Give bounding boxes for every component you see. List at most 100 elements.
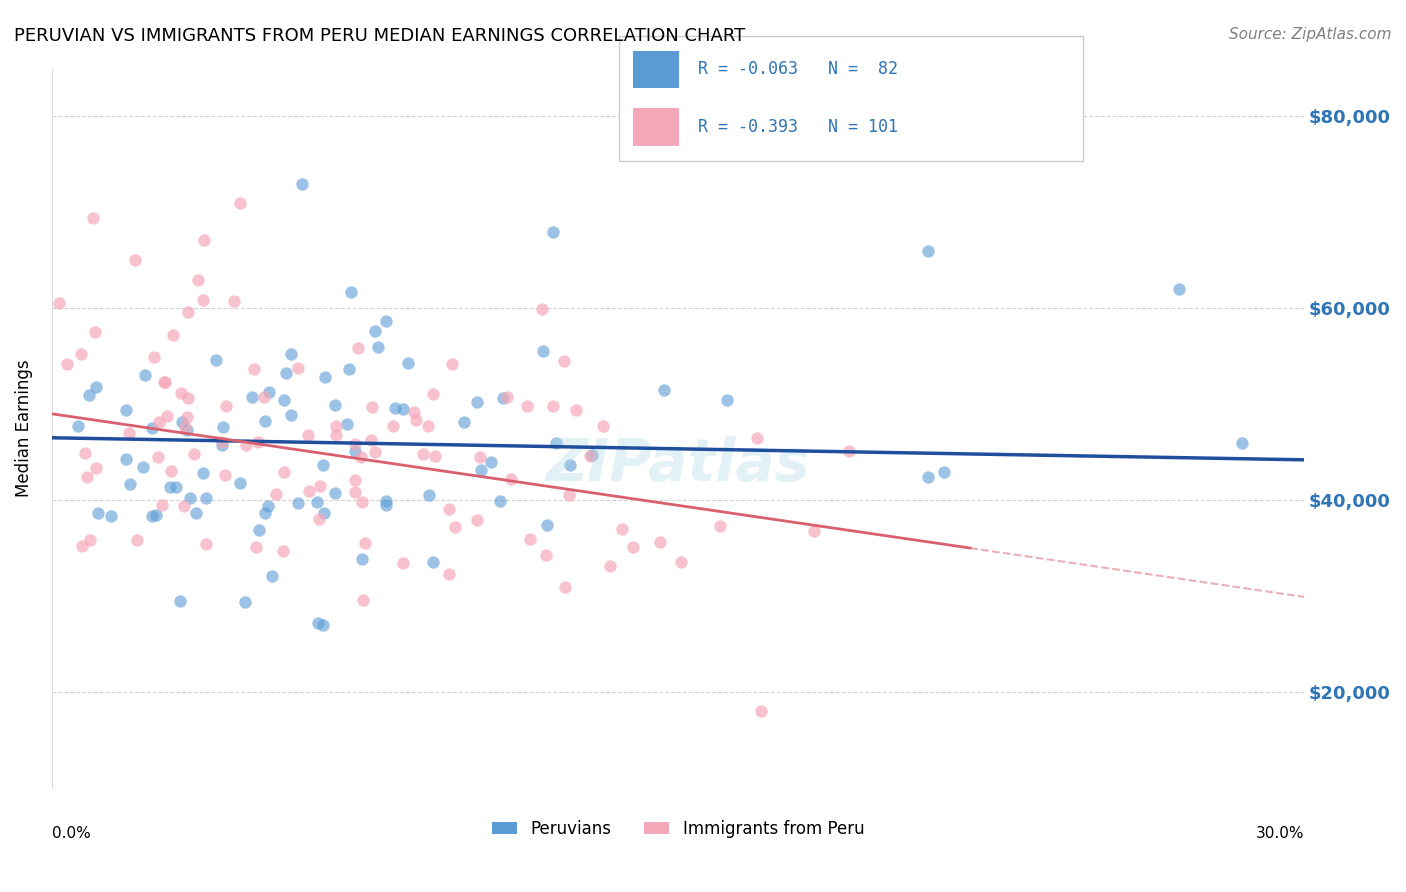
Point bbox=[917, 244, 939, 258]
Point bbox=[747, 431, 769, 445]
Point bbox=[150, 498, 173, 512]
Point bbox=[648, 535, 671, 549]
Point bbox=[148, 415, 170, 429]
Point bbox=[592, 419, 614, 434]
Point bbox=[364, 325, 387, 339]
Point bbox=[516, 399, 538, 413]
Point bbox=[307, 615, 329, 630]
Point bbox=[412, 447, 434, 461]
Point bbox=[131, 460, 153, 475]
Point bbox=[325, 427, 347, 442]
Point bbox=[173, 499, 195, 513]
Point bbox=[233, 595, 256, 609]
Point bbox=[142, 350, 165, 364]
Point bbox=[120, 476, 142, 491]
FancyBboxPatch shape bbox=[619, 36, 1083, 161]
Point bbox=[381, 418, 404, 433]
Point bbox=[191, 293, 214, 307]
Point bbox=[115, 403, 138, 417]
Point bbox=[652, 384, 675, 398]
Point bbox=[418, 418, 440, 433]
Point bbox=[1230, 435, 1253, 450]
Point bbox=[249, 523, 271, 537]
Point bbox=[314, 507, 336, 521]
Point bbox=[423, 449, 446, 463]
Point bbox=[118, 425, 141, 440]
Point bbox=[76, 470, 98, 484]
Point bbox=[156, 409, 179, 423]
Point bbox=[384, 401, 406, 416]
Point bbox=[531, 302, 554, 317]
Point bbox=[534, 548, 557, 562]
Point bbox=[1167, 282, 1189, 296]
Point bbox=[553, 354, 575, 368]
Point bbox=[212, 420, 235, 434]
FancyBboxPatch shape bbox=[633, 108, 679, 145]
Point bbox=[312, 458, 335, 473]
Point bbox=[344, 484, 367, 499]
Point bbox=[536, 517, 558, 532]
Point bbox=[519, 533, 541, 547]
Point bbox=[374, 493, 396, 508]
Point bbox=[262, 569, 284, 583]
Point bbox=[465, 394, 488, 409]
Point bbox=[229, 476, 252, 491]
Point bbox=[235, 438, 257, 452]
Point bbox=[336, 417, 359, 431]
Point bbox=[803, 524, 825, 538]
Point bbox=[266, 486, 288, 500]
Point bbox=[499, 472, 522, 486]
Point bbox=[402, 405, 425, 419]
Point bbox=[77, 388, 100, 402]
Point bbox=[273, 393, 295, 408]
Point bbox=[84, 380, 107, 394]
Point bbox=[159, 480, 181, 494]
Point bbox=[280, 408, 302, 422]
Point bbox=[418, 488, 440, 502]
Point bbox=[176, 423, 198, 437]
Point bbox=[214, 467, 236, 482]
Point bbox=[354, 535, 377, 549]
Point bbox=[297, 428, 319, 442]
Point bbox=[176, 305, 198, 319]
Text: PERUVIAN VS IMMIGRANTS FROM PERU MEDIAN EARNINGS CORRELATION CHART: PERUVIAN VS IMMIGRANTS FROM PERU MEDIAN … bbox=[14, 27, 745, 45]
Point bbox=[465, 513, 488, 527]
Point bbox=[179, 491, 201, 506]
Text: Source: ZipAtlas.com: Source: ZipAtlas.com bbox=[1229, 27, 1392, 42]
Point bbox=[308, 512, 330, 526]
Point bbox=[751, 704, 773, 718]
Point bbox=[183, 447, 205, 461]
Point bbox=[671, 555, 693, 569]
Point bbox=[554, 580, 576, 594]
Point bbox=[541, 399, 564, 413]
Point bbox=[599, 559, 621, 574]
Point bbox=[422, 555, 444, 569]
Point bbox=[145, 508, 167, 522]
Text: 0.0%: 0.0% bbox=[52, 826, 90, 841]
Point bbox=[82, 211, 104, 225]
Point bbox=[612, 523, 634, 537]
Point bbox=[340, 285, 363, 300]
Point bbox=[186, 506, 208, 520]
Point bbox=[716, 393, 738, 408]
Point bbox=[280, 347, 302, 361]
Point bbox=[177, 392, 200, 406]
Point bbox=[343, 473, 366, 487]
Point bbox=[153, 376, 176, 390]
Point bbox=[84, 325, 107, 339]
Point bbox=[709, 519, 731, 533]
Point bbox=[337, 362, 360, 376]
Point bbox=[422, 387, 444, 401]
Point bbox=[273, 465, 295, 479]
Point bbox=[440, 357, 463, 371]
Point bbox=[314, 370, 336, 384]
Point bbox=[312, 617, 335, 632]
Point bbox=[287, 361, 309, 376]
Point bbox=[443, 519, 465, 533]
Point bbox=[360, 433, 382, 447]
Point bbox=[838, 444, 860, 458]
Text: 30.0%: 30.0% bbox=[1256, 826, 1305, 841]
Point bbox=[621, 540, 644, 554]
Point bbox=[48, 296, 70, 310]
Point bbox=[367, 340, 389, 354]
